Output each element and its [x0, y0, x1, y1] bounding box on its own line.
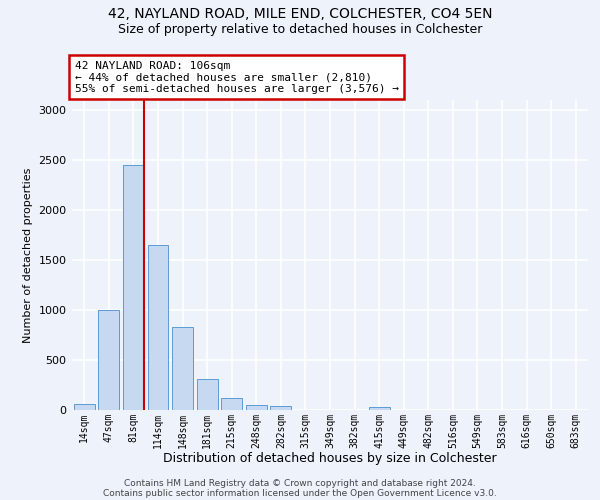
Bar — [98, 310, 119, 410]
Bar — [148, 245, 169, 410]
Text: Distribution of detached houses by size in Colchester: Distribution of detached houses by size … — [163, 452, 497, 465]
Text: 42 NAYLAND ROAD: 106sqm
← 44% of detached houses are smaller (2,810)
55% of semi: 42 NAYLAND ROAD: 106sqm ← 44% of detache… — [74, 60, 398, 94]
Text: 42, NAYLAND ROAD, MILE END, COLCHESTER, CO4 5EN: 42, NAYLAND ROAD, MILE END, COLCHESTER, … — [108, 8, 492, 22]
Text: Contains HM Land Registry data © Crown copyright and database right 2024.: Contains HM Land Registry data © Crown c… — [124, 478, 476, 488]
Y-axis label: Number of detached properties: Number of detached properties — [23, 168, 33, 342]
Text: Size of property relative to detached houses in Colchester: Size of property relative to detached ho… — [118, 22, 482, 36]
Bar — [271, 406, 292, 410]
Bar — [246, 404, 267, 410]
Text: Contains public sector information licensed under the Open Government Licence v3: Contains public sector information licen… — [103, 488, 497, 498]
Bar — [197, 379, 218, 410]
Bar — [221, 398, 242, 410]
Bar — [123, 165, 144, 410]
Bar — [368, 407, 389, 410]
Bar — [172, 327, 193, 410]
Bar — [74, 404, 95, 410]
